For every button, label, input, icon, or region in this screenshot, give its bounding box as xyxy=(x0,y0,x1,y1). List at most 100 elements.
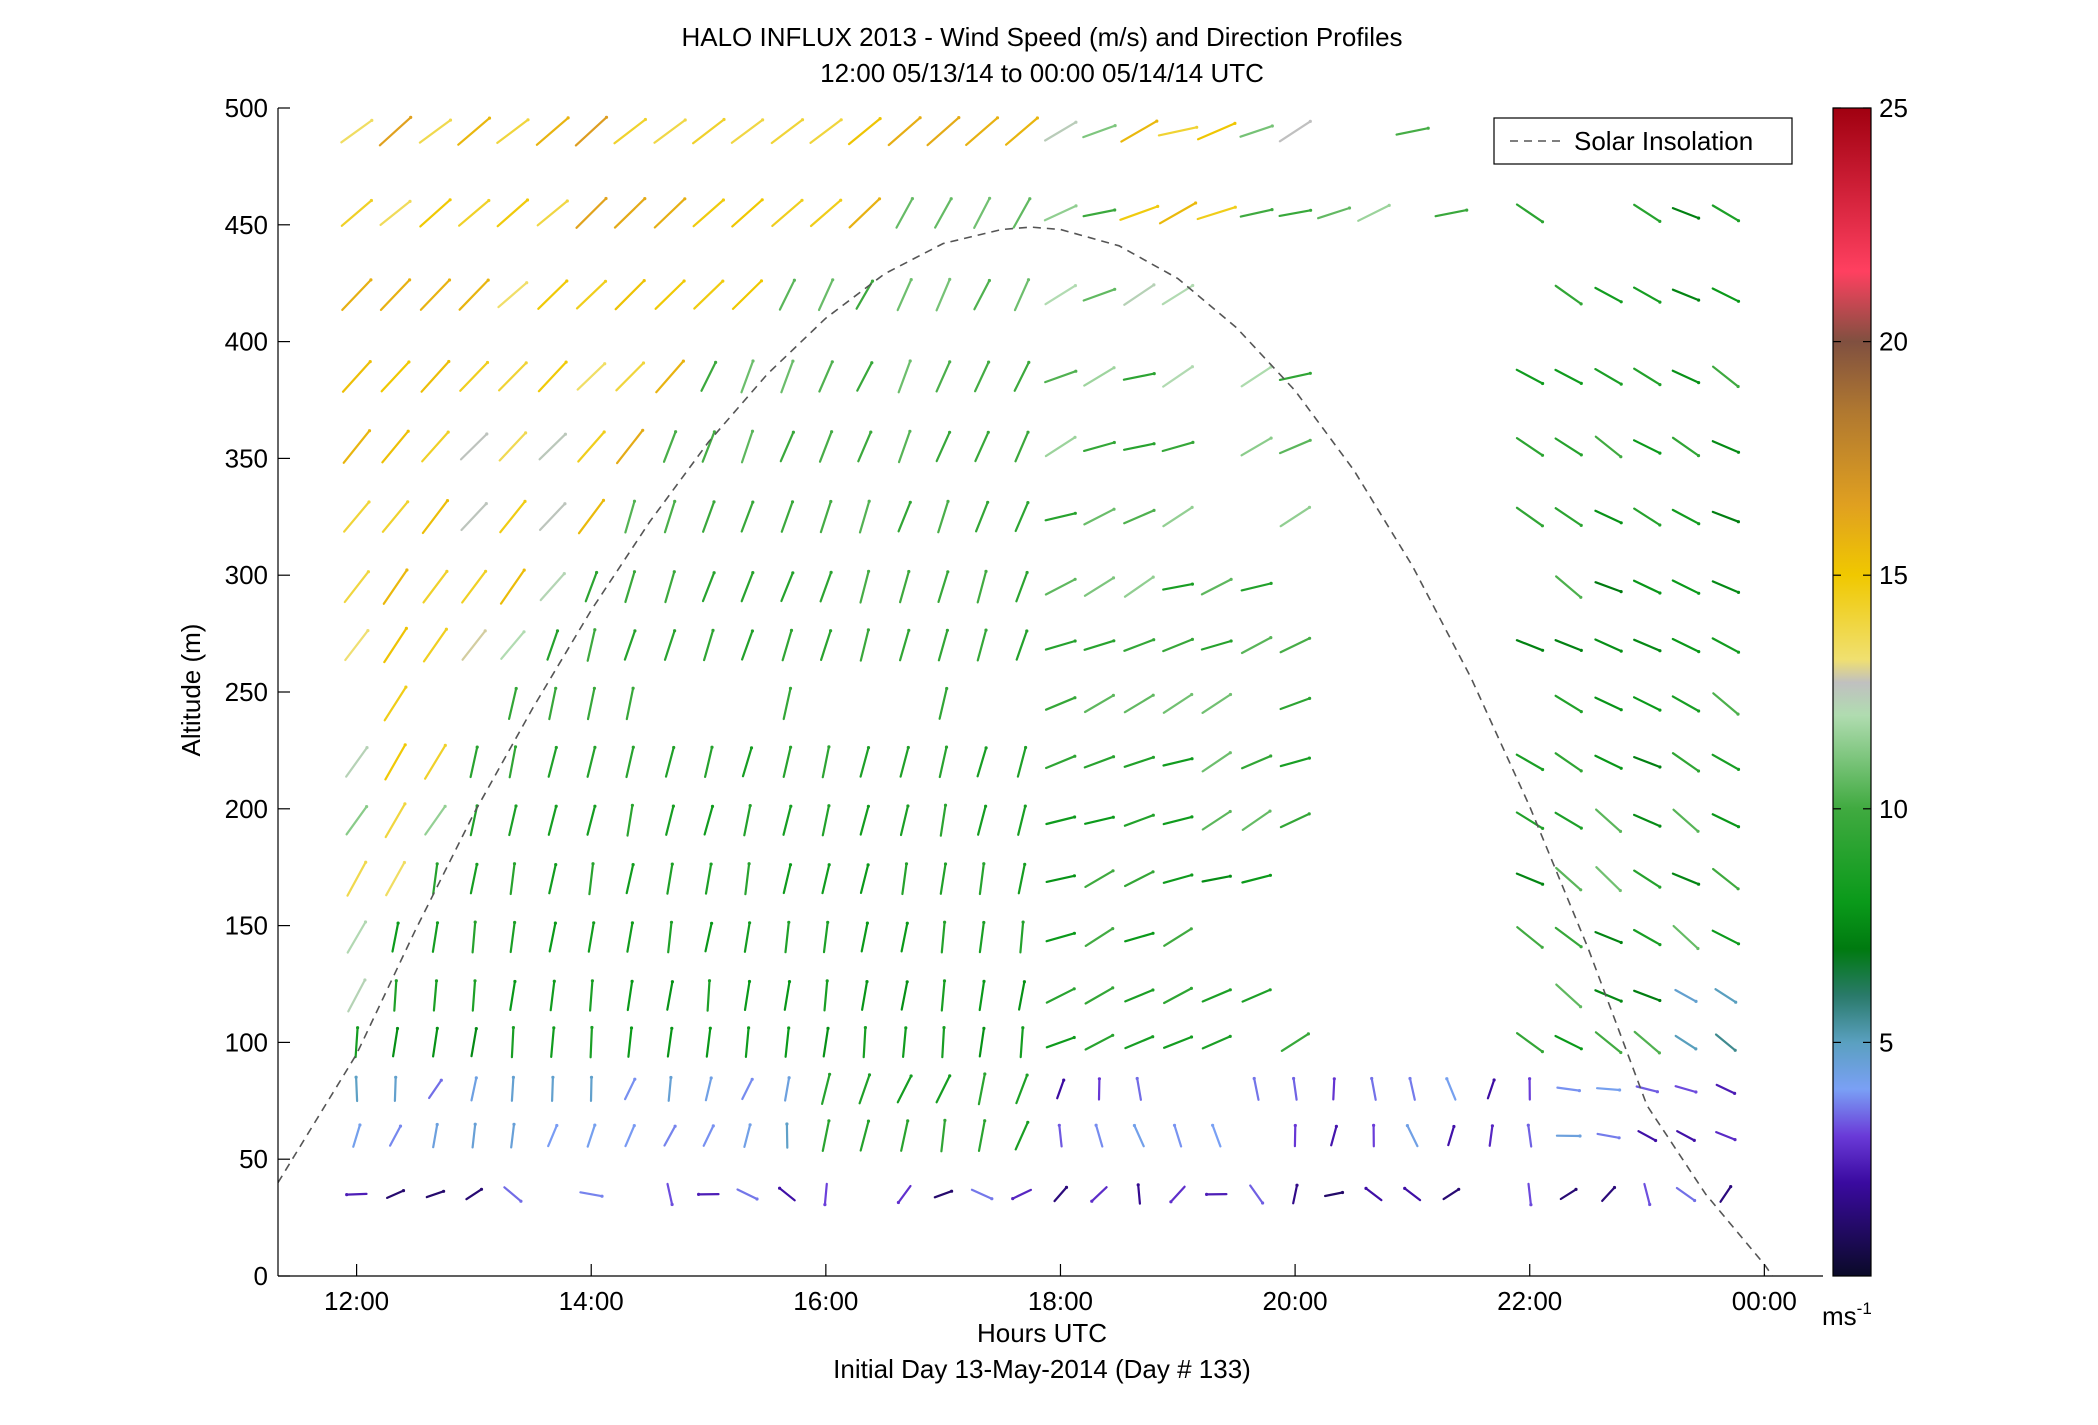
wind-vector-head xyxy=(983,1119,987,1123)
wind-vector xyxy=(471,979,477,1012)
wind-vector-shaft xyxy=(1594,1031,1622,1054)
wind-vector-head xyxy=(995,116,1000,120)
wind-vector-head xyxy=(1152,372,1156,376)
wind-vector-shaft xyxy=(428,1079,443,1100)
wind-vector-head xyxy=(1619,940,1623,945)
wind-vector xyxy=(424,743,447,780)
wind-vector-head xyxy=(364,860,368,864)
wind-vector xyxy=(1084,1033,1115,1051)
wind-vector-head xyxy=(1151,1035,1155,1039)
wind-vector-head xyxy=(755,1197,759,1201)
wind-vector-head xyxy=(522,568,526,572)
wind-vector xyxy=(341,360,372,393)
y-tick-label: 100 xyxy=(225,1027,268,1057)
wind-vector-shaft xyxy=(1162,815,1194,826)
wind-vector-shaft xyxy=(1017,980,1026,1011)
wind-vector-shaft xyxy=(1124,1035,1154,1050)
wind-vector-shaft xyxy=(626,980,634,1012)
wind-vector-shaft xyxy=(1014,1121,1029,1151)
wind-vector-head xyxy=(982,920,986,925)
wind-vector-head xyxy=(722,117,726,122)
wind-vector-head xyxy=(1112,440,1116,445)
wind-vector xyxy=(1515,753,1545,772)
wind-vector-head xyxy=(643,197,647,201)
wind-vector xyxy=(939,803,948,837)
wind-vector-shaft xyxy=(1278,372,1312,381)
wind-vector-shaft xyxy=(730,118,764,144)
wind-vector xyxy=(1279,812,1311,829)
wind-vector-shaft xyxy=(940,1119,947,1153)
wind-vector-head xyxy=(831,278,835,282)
wind-vector-shaft xyxy=(1447,1125,1456,1147)
wind-vector-head xyxy=(827,863,831,867)
wind-vector-head xyxy=(404,626,408,631)
wind-vector-head xyxy=(761,118,765,122)
wind-vector xyxy=(1201,809,1232,831)
colorbar-tick-label: 20 xyxy=(1879,327,1908,357)
wind-vector-shaft xyxy=(1158,201,1197,225)
y-tick-label: 500 xyxy=(225,93,268,123)
wind-vector-shaft xyxy=(379,200,412,226)
wind-vector-head xyxy=(1261,1201,1265,1205)
wind-vector-head xyxy=(564,360,568,364)
wind-vector-shaft xyxy=(1239,124,1274,138)
wind-vector-shaft xyxy=(1515,437,1544,457)
wind-vector-head xyxy=(748,921,752,925)
wind-vector-shaft xyxy=(1279,506,1311,528)
wind-vector xyxy=(859,804,871,836)
wind-vector-shaft xyxy=(425,1190,445,1199)
wind-vector-head xyxy=(787,1076,791,1080)
wind-vector xyxy=(588,979,595,1012)
wind-vector xyxy=(548,686,558,721)
wind-vector-head xyxy=(1490,1124,1494,1128)
wind-vector-shaft xyxy=(458,199,490,227)
wind-vector-shaft xyxy=(701,430,716,463)
wind-vector xyxy=(1554,284,1583,306)
wind-vector xyxy=(938,745,949,779)
wind-vector-shaft xyxy=(1123,814,1155,827)
wind-vector-head xyxy=(982,979,986,984)
wind-vector-shaft xyxy=(1406,1124,1419,1148)
wind-vector xyxy=(859,863,870,895)
wind-vector-shaft xyxy=(743,1123,752,1149)
wind-vector-shaft xyxy=(1123,638,1155,652)
wind-vector xyxy=(1515,437,1545,457)
wind-vector xyxy=(1083,366,1116,387)
wind-vector-head xyxy=(406,500,410,504)
wind-vector-shaft xyxy=(933,1190,953,1199)
wind-vector xyxy=(1124,988,1155,1003)
colorbar-unit: ms-1 xyxy=(1822,1299,1872,1331)
wind-vector-head xyxy=(942,1026,946,1030)
wind-vector-head xyxy=(1619,382,1623,386)
wind-vector-head xyxy=(830,360,834,364)
wind-vector xyxy=(460,502,488,532)
wind-vector-shaft xyxy=(588,862,595,896)
wind-vector xyxy=(1556,1086,1581,1093)
wind-vector-head xyxy=(1268,873,1272,877)
wind-vector-shaft xyxy=(780,571,794,603)
wind-vector-head xyxy=(1696,829,1700,833)
wind-vector-shaft xyxy=(1601,1186,1616,1203)
wind-vector xyxy=(422,627,448,663)
wind-vector-head xyxy=(1736,942,1741,946)
wind-vector-shaft xyxy=(1633,755,1662,769)
wind-vector-head xyxy=(943,920,947,924)
wind-vector-shaft xyxy=(1671,752,1700,773)
wind-vector xyxy=(1516,926,1544,949)
y-tick-label: 200 xyxy=(225,794,268,824)
wind-vector xyxy=(1594,509,1623,525)
wind-vector-shaft xyxy=(976,570,988,604)
wind-vector-head xyxy=(554,686,558,690)
wind-vector-shaft xyxy=(421,499,449,535)
wind-vector xyxy=(1719,1185,1733,1203)
wind-vector-head xyxy=(1694,1090,1698,1094)
wind-vector-shaft xyxy=(537,361,568,393)
wind-vectors xyxy=(340,115,1741,1207)
wind-vector-head xyxy=(1073,577,1077,581)
wind-vector-shaft xyxy=(393,1076,397,1103)
wind-vector-shaft xyxy=(1044,696,1077,711)
wind-vector-shaft xyxy=(901,1026,907,1059)
wind-vector-shaft xyxy=(1675,1186,1696,1202)
wind-vector-head xyxy=(435,1122,439,1127)
wind-vector xyxy=(1633,367,1662,387)
